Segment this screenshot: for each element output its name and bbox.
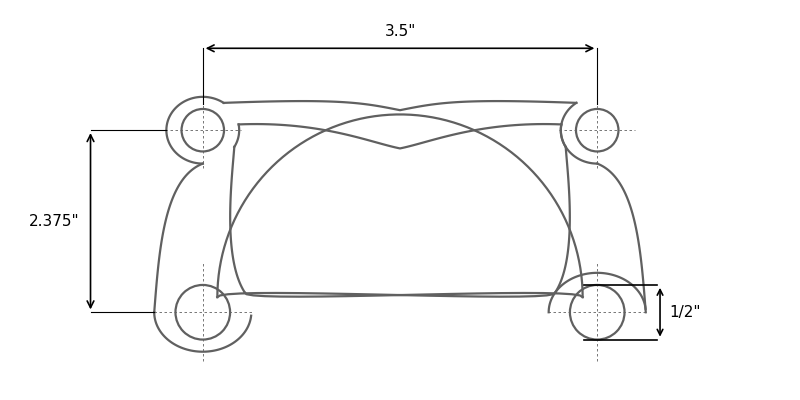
- Text: 1/2": 1/2": [669, 305, 701, 320]
- Text: 2.375": 2.375": [30, 214, 80, 229]
- Text: 3.5": 3.5": [384, 24, 416, 39]
